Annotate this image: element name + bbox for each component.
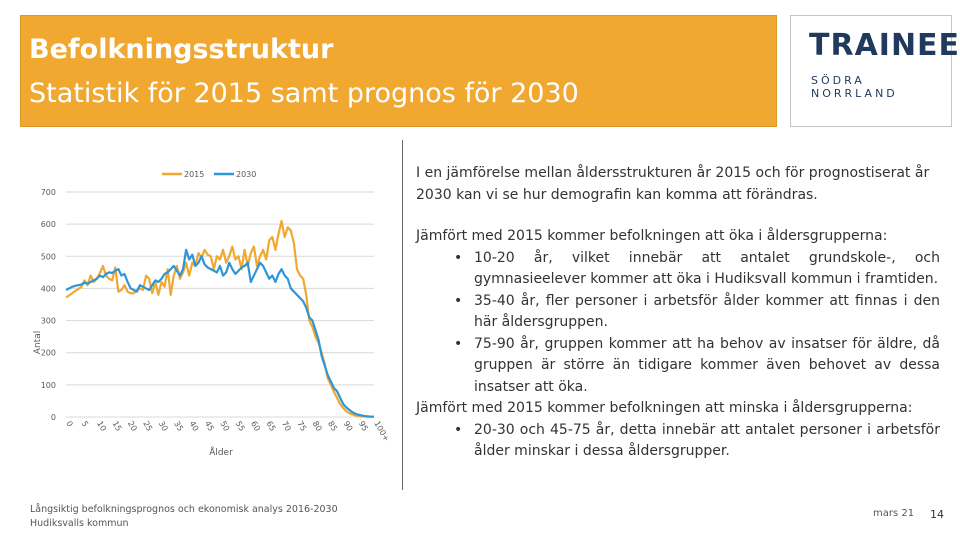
bullet-item: 20-30 och 45-75 år, detta innebär att an… [416,420,940,463]
x-tick-label: 60 [249,420,262,433]
series-line-2015 [65,219,374,418]
y-axis-label: Antal [33,331,43,354]
footer-date: mars 21 [873,508,915,519]
decrease-heading: Jämfört med 2015 kommer befolkningen att… [416,400,913,416]
logo-main-text: TRAINEE [809,28,960,63]
increase-heading: Jämfört med 2015 kommer befolkningen att… [416,228,888,244]
x-tick-label: 5 [80,420,90,429]
x-tick-label: 70 [280,420,293,433]
source-note: Långsiktig befolkningsprognos och ekonom… [30,503,338,531]
x-tick-label: 100+ [372,420,391,444]
x-tick-label: 95 [357,420,370,433]
intro-paragraph: I en jämförelse mellan åldersstrukturen … [416,165,930,203]
y-tick-label: 500 [41,252,56,261]
chart-series [65,219,374,418]
chart-legend: 2015 2030 [162,170,256,179]
chart-grid [66,191,374,418]
page-subtitle: Statistik för 2015 samt prognos för 2030 [29,78,579,109]
x-tick-label: 0 [64,420,74,429]
x-tick-label: 55 [234,420,247,433]
y-tick-label: 400 [41,284,56,293]
x-tick-label: 75 [295,420,308,433]
x-tick-label: 80 [311,420,324,433]
y-tick-label: 600 [41,220,56,229]
y-tick-label: 700 [41,188,56,197]
x-tick-label: 50 [218,420,231,433]
x-axis-label: Ålder [209,446,233,458]
header-banner: Befolkningsstruktur Statistik för 2015 s… [20,15,777,127]
x-tick-label: 15 [110,420,123,433]
trainee-logo: TRAINEE SÖDRA NORRLAND [790,15,959,127]
x-tick-label: 25 [141,420,154,433]
x-tick-label: 10 [95,420,108,433]
y-tick-label: 0 [51,413,56,422]
x-tick-label: 40 [187,420,200,433]
x-tick-label: 35 [172,420,185,433]
x-axis-ticks: 0 5 10 15 20 25 30 35 40 45 50 55 60 65 70 75 80 85 90 95 10… [64,420,391,444]
y-tick-label: 200 [41,349,56,358]
page-number: 14 [930,508,944,521]
page-title: Befolkningsstruktur [29,34,334,65]
x-tick-label: 90 [341,420,354,433]
bullet-item: 10-20 år, vilket innebär att antalet gru… [416,248,940,291]
y-tick-label: 300 [41,317,56,326]
y-axis-ticks: 0 100 200 300 400 500 600 700 [41,188,56,422]
text-panel: I en jämförelse mellan åldersstrukturen … [416,163,940,463]
y-tick-label: 100 [41,381,56,390]
legend-label-2030: 2030 [236,170,256,179]
x-tick-label: 30 [157,420,170,433]
source-line-1: Långsiktig befolkningsprognos och ekonom… [30,504,338,515]
legend-label-2015: 2015 [184,170,204,179]
x-tick-label: 85 [326,420,339,433]
x-tick-label: 65 [264,420,277,433]
bullet-item: 35-40 år, fler personer i arbetsför ålde… [416,291,940,334]
bullet-item: 75-90 år, gruppen kommer att ha behov av… [416,334,940,399]
source-line-2: Hudiksvalls kommun [30,518,129,529]
logo-sub-text: SÖDRA NORRLAND [811,74,898,100]
x-tick-label: 45 [203,420,216,433]
series-line-2030 [65,248,374,418]
vertical-divider [402,140,403,490]
x-tick-label: 20 [126,420,139,433]
